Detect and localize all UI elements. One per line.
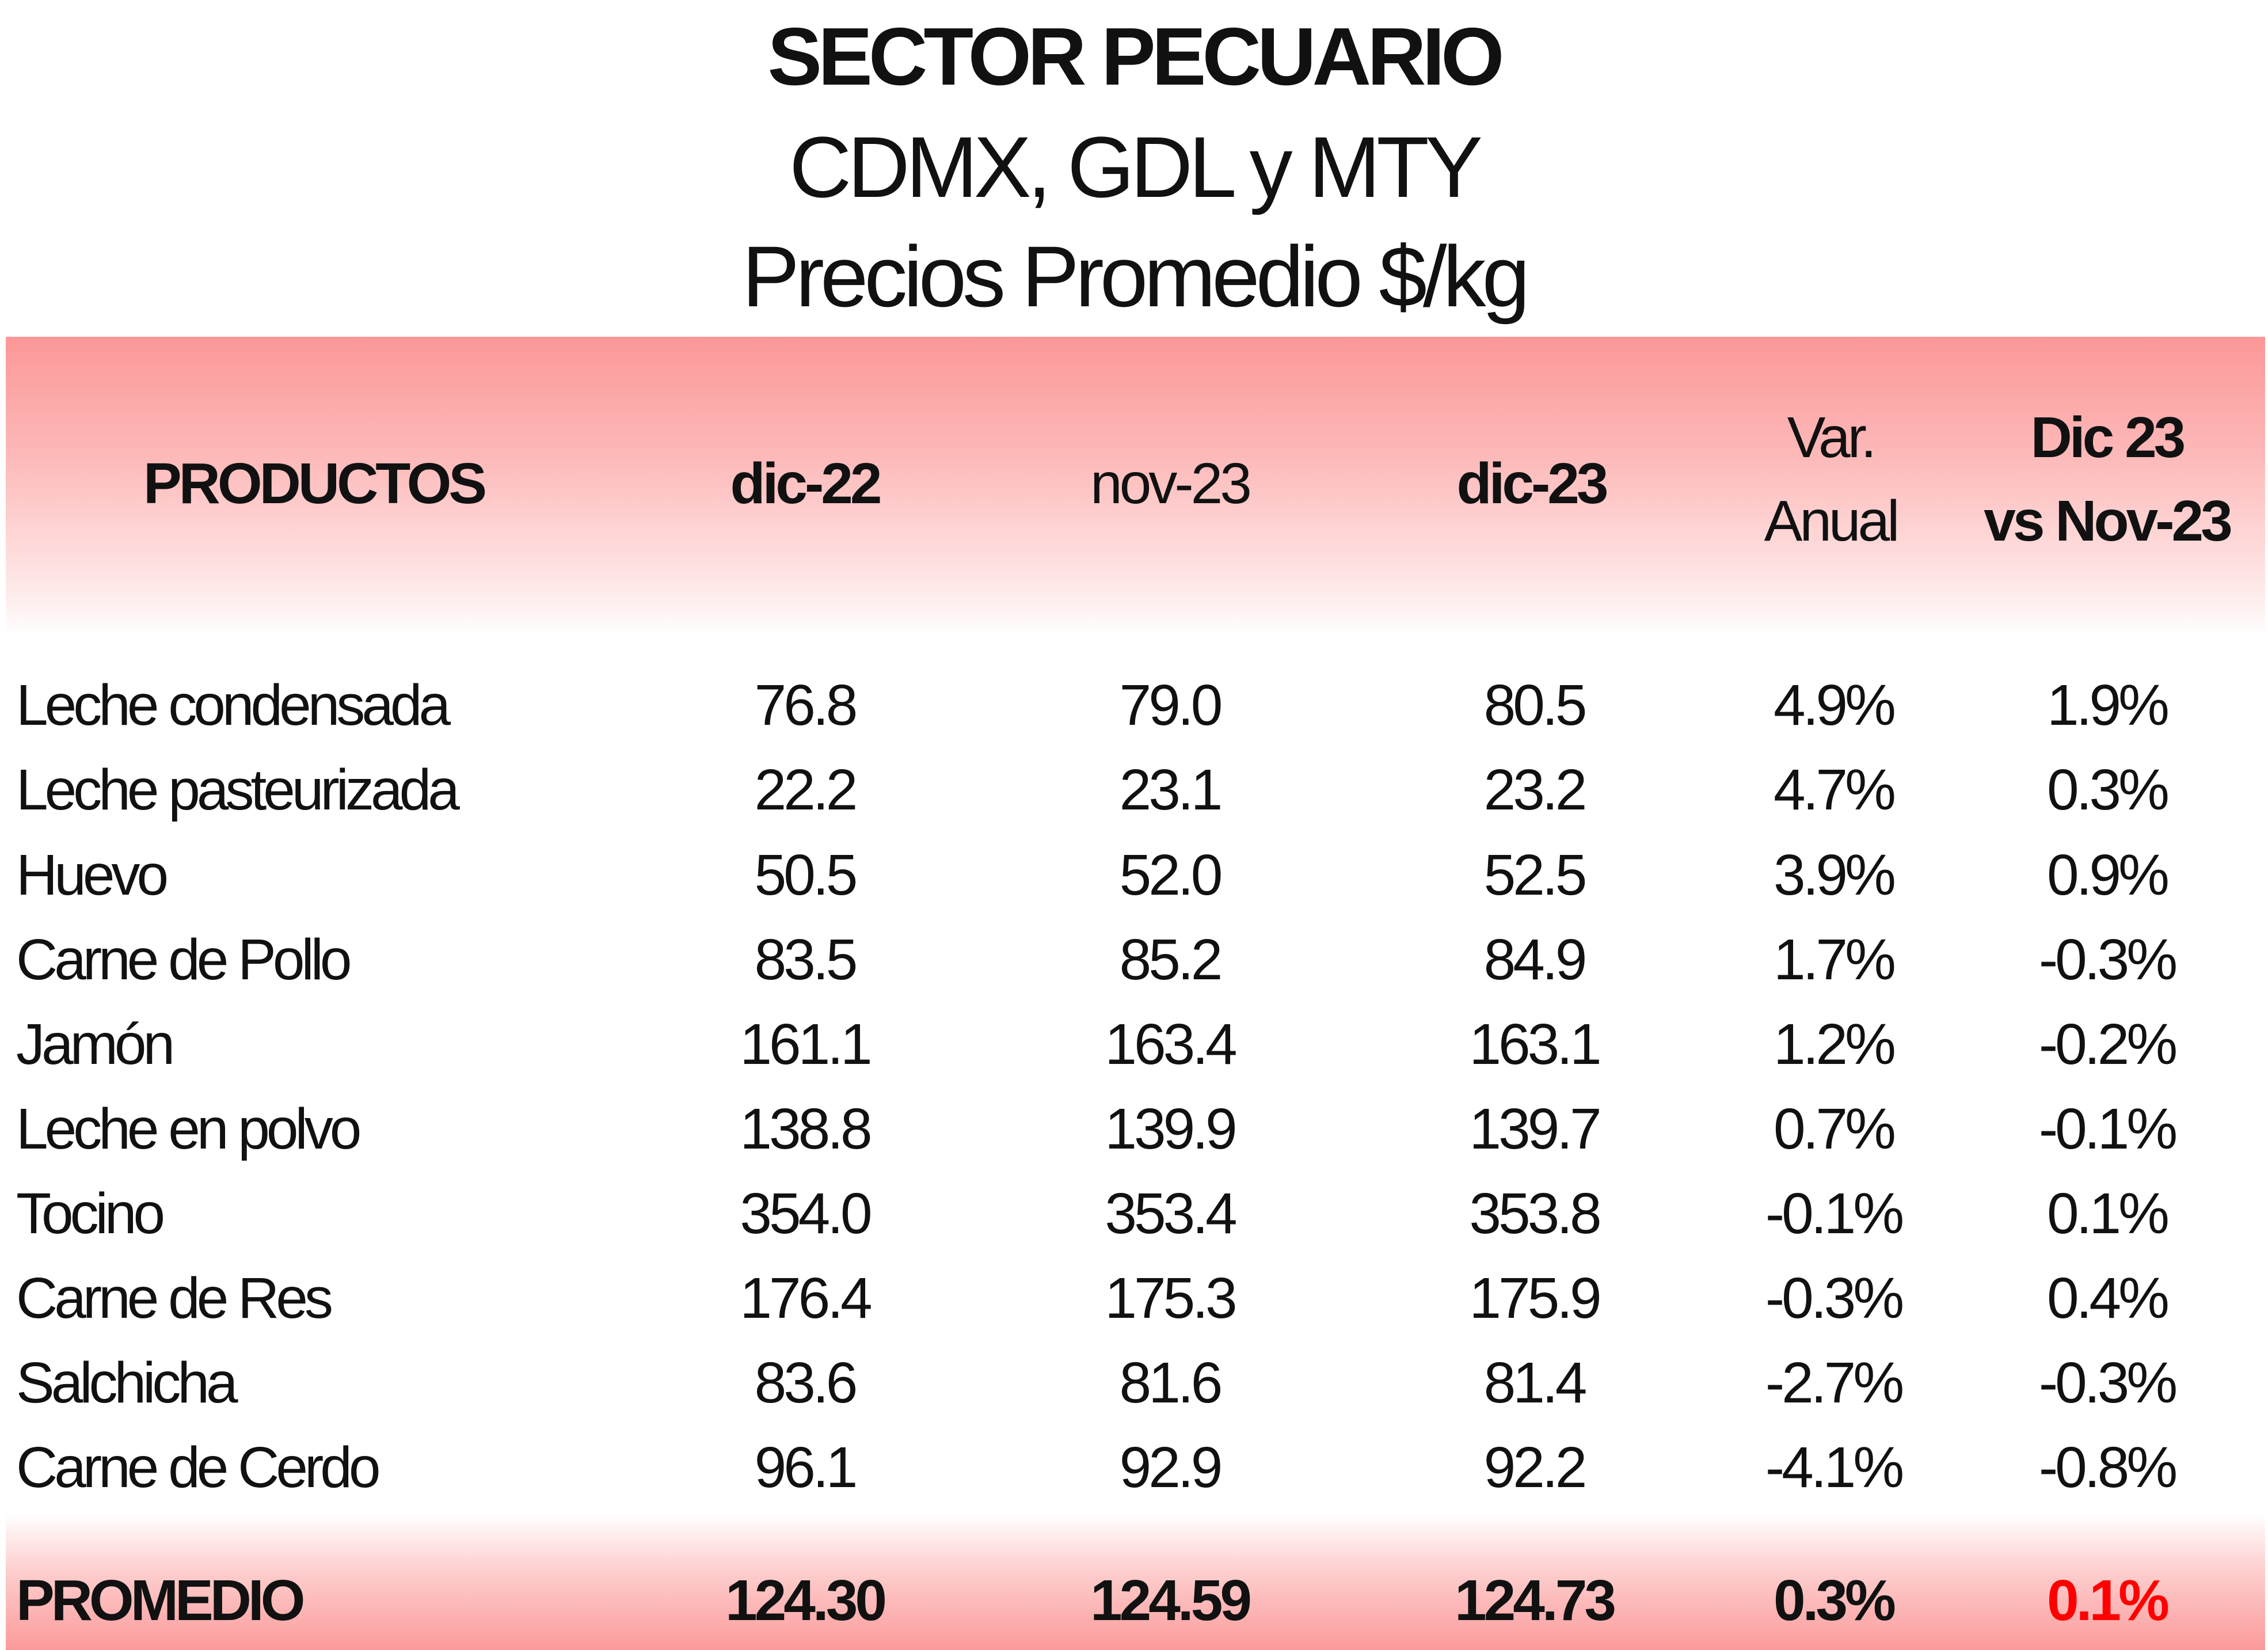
header-dic-22: dic-22 [730, 451, 882, 516]
row-dic-22: 50.5 [754, 843, 858, 907]
row-dic-23: 353.8 [1469, 1181, 1601, 1246]
row-var-anual: -2.7% [1765, 1351, 1904, 1415]
header-var-anual-line2: Anual [1764, 489, 1900, 553]
row-dic-22: 161.1 [740, 1012, 872, 1077]
row-dic-23: 84.9 [1483, 927, 1588, 992]
header-dic-vs-nov: Dic 23 vs Nov-23 [1984, 396, 2232, 563]
row-product: Huevo [16, 843, 169, 907]
promedio-nov-23: 124.59 [1090, 1568, 1252, 1633]
row-dic-22: 76.8 [754, 673, 858, 737]
row-nov-23: 52.0 [1119, 843, 1223, 907]
row-var-anual: 4.7% [1774, 758, 1896, 822]
row-product: Leche pasteurizada [16, 758, 460, 822]
row-nov-23: 92.9 [1119, 1435, 1223, 1500]
row-product: Tocino [16, 1181, 165, 1246]
table-footer-band [6, 1514, 2265, 1650]
row-dic-22: 176.4 [740, 1266, 872, 1330]
promedio-dic-vs-nov: 0.1% [2047, 1568, 2170, 1633]
row-nov-23: 81.6 [1119, 1351, 1223, 1415]
row-var-anual: -4.1% [1765, 1435, 1904, 1500]
row-dic-22: 138.8 [740, 1097, 872, 1161]
row-dic-vs-nov: 0.1% [2047, 1181, 2170, 1246]
row-dic-23: 52.5 [1483, 843, 1588, 907]
row-dic-23: 80.5 [1483, 673, 1588, 737]
row-dic-22: 22.2 [754, 758, 858, 822]
row-dic-23: 23.2 [1483, 758, 1588, 822]
header-var-anual: Var. Anual [1764, 396, 1900, 563]
row-product: Jamón [16, 1012, 175, 1077]
row-dic-23: 92.2 [1483, 1435, 1588, 1500]
row-var-anual: 4.9% [1774, 673, 1896, 737]
row-nov-23: 85.2 [1119, 927, 1223, 992]
row-dic-vs-nov: -0.8% [2038, 1435, 2178, 1500]
row-dic-22: 96.1 [754, 1435, 858, 1500]
row-product: Carne de Pollo [16, 927, 352, 992]
row-dic-vs-nov: 1.9% [2047, 673, 2170, 737]
table-header-band [6, 337, 2265, 636]
row-dic-vs-nov: 0.9% [2047, 843, 2170, 907]
row-nov-23: 163.4 [1105, 1012, 1237, 1077]
page-subtitle-units: Precios Promedio $/kg [741, 228, 1530, 325]
row-dic-23: 139.7 [1469, 1097, 1601, 1161]
row-dic-22: 354.0 [740, 1181, 872, 1246]
row-dic-22: 83.5 [754, 927, 858, 992]
row-var-anual: 1.2% [1774, 1012, 1896, 1077]
row-dic-22: 83.6 [754, 1351, 858, 1415]
header-productos: PRODUCTOS [143, 451, 487, 516]
row-nov-23: 79.0 [1119, 673, 1223, 737]
row-product: Leche condensada [16, 673, 451, 737]
row-dic-23: 81.4 [1483, 1351, 1588, 1415]
row-dic-vs-nov: -0.2% [2038, 1012, 2178, 1077]
row-var-anual: 0.7% [1774, 1097, 1896, 1161]
row-nov-23: 139.9 [1105, 1097, 1237, 1161]
row-dic-23: 163.1 [1469, 1012, 1601, 1077]
promedio-dic-22: 124.30 [725, 1568, 887, 1633]
header-dic-23: dic-23 [1456, 451, 1608, 516]
row-var-anual: 3.9% [1774, 843, 1896, 907]
row-nov-23: 23.1 [1119, 758, 1223, 822]
row-product: Carne de Cerdo [16, 1435, 381, 1500]
row-nov-23: 353.4 [1105, 1181, 1237, 1246]
row-dic-vs-nov: -0.3% [2038, 1351, 2178, 1415]
row-dic-vs-nov: -0.3% [2038, 927, 2178, 992]
row-dic-23: 175.9 [1469, 1266, 1601, 1330]
header-dic-vs-nov-line1: Dic 23 [2030, 405, 2186, 470]
row-product: Leche en polvo [16, 1097, 361, 1161]
header-var-anual-line1: Var. [1787, 405, 1877, 470]
row-product: Carne de Res [16, 1266, 333, 1330]
page-subtitle-cities: CDMX, GDL y MTY [789, 119, 1483, 215]
row-var-anual: -0.1% [1765, 1181, 1904, 1246]
page-title: SECTOR PECUARIO [767, 11, 1504, 102]
header-dic-vs-nov-line2: vs Nov-23 [1984, 489, 2232, 553]
promedio-label: PROMEDIO [16, 1568, 305, 1633]
promedio-dic-23: 124.73 [1455, 1568, 1616, 1633]
row-var-anual: -0.3% [1765, 1266, 1904, 1330]
row-product: Salchicha [16, 1351, 238, 1415]
title-block: SECTOR PECUARIO CDMX, GDL y MTY Precios … [0, 0, 2268, 337]
promedio-var-anual: 0.3% [1774, 1568, 1896, 1633]
row-dic-vs-nov: 0.4% [2047, 1266, 2170, 1330]
row-nov-23: 175.3 [1105, 1266, 1237, 1330]
header-nov-23: nov-23 [1090, 451, 1252, 516]
row-dic-vs-nov: 0.3% [2047, 758, 2170, 822]
row-dic-vs-nov: -0.1% [2038, 1097, 2178, 1161]
row-var-anual: 1.7% [1774, 927, 1896, 992]
